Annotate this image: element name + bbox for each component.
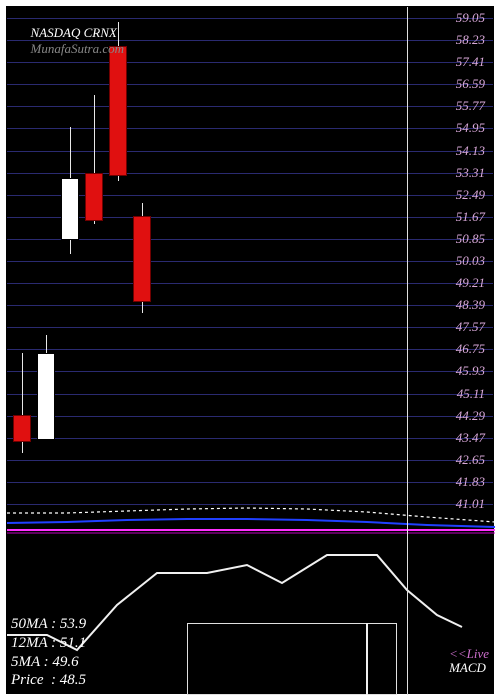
time-marker-line xyxy=(407,7,408,695)
ticker-label: NASDAQ CRNX xyxy=(31,25,117,40)
info-line: Price : 48.5 xyxy=(11,671,86,690)
info-line: 12MA : 51.1 xyxy=(11,634,86,653)
axis-tick-label: 52.49 xyxy=(456,187,485,203)
candle-body xyxy=(13,415,31,442)
axis-tick-label: 50.03 xyxy=(456,253,485,269)
axis-tick-label: 53.31 xyxy=(456,165,485,181)
axis-tick-label: 50.85 xyxy=(456,231,485,247)
axis-tick-label: 44.29 xyxy=(456,408,485,424)
axis-tick-label: 47.57 xyxy=(456,319,485,335)
axis-tick-label: 54.95 xyxy=(456,120,485,136)
axis-tick-label: 45.11 xyxy=(457,386,485,402)
moving-average-band xyxy=(7,507,495,535)
axis-tick-label: 41.01 xyxy=(456,496,485,512)
axis-tick-label: 48.39 xyxy=(456,297,485,313)
chart-frame: NASDAQ CRNX MunafaSutra.com 59.05 58.23 57… xyxy=(6,6,494,694)
ma-curve xyxy=(7,519,495,527)
candle-body xyxy=(37,353,55,439)
axis-tick-label: 45.93 xyxy=(456,363,485,379)
axis-tick-label: 57.41 xyxy=(456,54,485,70)
axis-tick-label: 54.13 xyxy=(456,143,485,159)
candle-body xyxy=(85,173,103,221)
axis-tick-label: 51.67 xyxy=(456,209,485,225)
axis-tick-label: 56.59 xyxy=(456,76,485,92)
chart-header: NASDAQ CRNX MunafaSutra.com xyxy=(11,9,124,73)
info-line: 5MA : 49.6 xyxy=(11,653,86,672)
axis-tick-label: 58.23 xyxy=(456,32,485,48)
macd-text: MACD xyxy=(449,660,486,675)
axis-tick-label: 46.75 xyxy=(456,341,485,357)
candle-body xyxy=(61,178,79,240)
axis-tick-label: 42.65 xyxy=(456,452,485,468)
axis-tick-label: 55.77 xyxy=(456,98,485,114)
axis-tick-label: 41.83 xyxy=(456,474,485,490)
candle-body xyxy=(133,216,151,302)
axis-tick-label: 49.21 xyxy=(456,275,485,291)
info-line: 50MA : 53.9 xyxy=(11,615,86,634)
watermark-label: MunafaSutra.com xyxy=(31,41,125,56)
ma-info-box: 50MA : 53.912MA : 51.15MA : 49.6Price : … xyxy=(11,615,86,690)
live-label: <<Live xyxy=(449,646,489,661)
axis-tick-label: 59.05 xyxy=(456,10,485,26)
macd-label: <<Live MACD xyxy=(449,647,489,676)
axis-tick-label: 43.47 xyxy=(456,430,485,446)
